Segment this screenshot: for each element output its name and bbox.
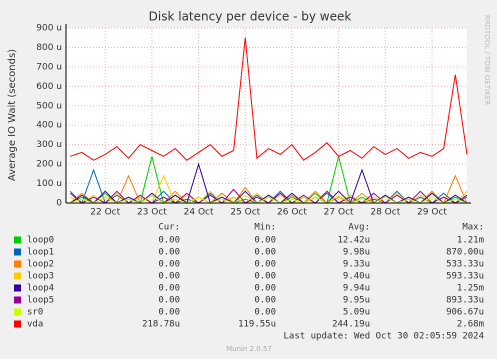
y-tick-label: 500 u bbox=[36, 101, 62, 111]
legend-swatch bbox=[14, 308, 21, 316]
legend-stat: 0.00 bbox=[158, 296, 180, 306]
legend-swatch bbox=[14, 272, 21, 280]
legend-stat: 9.94u bbox=[343, 284, 370, 294]
legend-stat: 0.00 bbox=[254, 308, 276, 318]
legend-stat: 0.00 bbox=[254, 248, 276, 258]
y-tick-label: 200 u bbox=[36, 160, 62, 170]
legend-stat: 0.00 bbox=[254, 236, 276, 246]
legend-stat: 0.00 bbox=[254, 260, 276, 270]
legend-header: Avg: bbox=[348, 223, 370, 233]
legend-header: Max: bbox=[462, 223, 484, 233]
legend-stat: 244.19u bbox=[332, 320, 370, 330]
last-update: Last update: Wed Oct 30 02:05:59 2024 bbox=[284, 332, 484, 342]
legend-stat: 0.00 bbox=[158, 272, 180, 282]
legend-swatch bbox=[14, 236, 21, 244]
y-tick-label: 800 u bbox=[36, 43, 62, 53]
y-tick-label: 600 u bbox=[36, 82, 62, 92]
legend-stat: 0.00 bbox=[158, 308, 180, 318]
y-tick-label: 100 u bbox=[36, 179, 62, 189]
legend-label: vda bbox=[27, 320, 43, 330]
y-tick-label: 300 u bbox=[36, 140, 62, 150]
legend-header: Cur: bbox=[158, 223, 180, 233]
y-tick-label: 400 u bbox=[36, 121, 62, 131]
legend-stat: 1.25m bbox=[457, 284, 484, 294]
legend-label: loop1 bbox=[27, 248, 54, 258]
legend-stat: 593.33u bbox=[446, 272, 484, 282]
legend-stat: 0.00 bbox=[254, 284, 276, 294]
x-tick-label: 25 Oct bbox=[230, 208, 260, 218]
legend-stat: 893.33u bbox=[446, 296, 484, 306]
legend-swatch bbox=[14, 320, 21, 328]
legend-header: Min: bbox=[254, 223, 276, 233]
legend-stat: 2.68m bbox=[457, 320, 484, 330]
legend-label: loop2 bbox=[27, 260, 54, 270]
legend-stat: 119.55u bbox=[238, 320, 276, 330]
legend-label: loop3 bbox=[27, 272, 54, 282]
legend-label: loop5 bbox=[27, 296, 54, 306]
side-text: RRDTOOL / TOBI OETIKER bbox=[483, 15, 491, 105]
legend-label: sr0 bbox=[27, 308, 43, 318]
legend-stat: 218.78u bbox=[142, 320, 180, 330]
legend-stat: 0.00 bbox=[158, 236, 180, 246]
legend-stat: 0.00 bbox=[254, 296, 276, 306]
x-tick-label: 22 Oct bbox=[90, 208, 120, 218]
y-tick-label: 700 u bbox=[36, 62, 62, 72]
legend-stat: 0.00 bbox=[158, 248, 180, 258]
legend-swatch bbox=[14, 260, 21, 268]
legend-stat: 0.00 bbox=[158, 284, 180, 294]
chart-title: Disk latency per device - by week bbox=[149, 10, 352, 24]
x-tick-label: 26 Oct bbox=[277, 208, 307, 218]
x-tick-label: 28 Oct bbox=[370, 208, 400, 218]
x-tick-label: 24 Oct bbox=[184, 208, 214, 218]
plot-area bbox=[66, 28, 467, 203]
legend-stat: 0.00 bbox=[158, 260, 180, 270]
legend-swatch bbox=[14, 296, 21, 304]
y-tick-label: 900 u bbox=[36, 24, 62, 34]
legend-stat: 9.33u bbox=[343, 260, 370, 270]
series-line bbox=[69, 162, 468, 204]
legend-stat: 870.00u bbox=[446, 248, 484, 258]
legend-swatch bbox=[14, 248, 21, 256]
legend-stat: 9.98u bbox=[343, 248, 370, 258]
legend-stat: 12.42u bbox=[337, 236, 370, 246]
x-tick-label: 29 Oct bbox=[417, 208, 447, 218]
x-tick-label: 23 Oct bbox=[137, 208, 167, 218]
legend-label: loop4 bbox=[27, 284, 54, 294]
legend-label: loop0 bbox=[27, 236, 54, 246]
legend-swatch bbox=[14, 284, 21, 292]
legend-stat: 5.09u bbox=[343, 308, 370, 318]
legend-stat: 533.33u bbox=[446, 260, 484, 270]
y-axis-label: Average IO Wait (seconds) bbox=[7, 49, 18, 181]
legend-stat: 9.95u bbox=[343, 296, 370, 306]
y-tick-label: 0 bbox=[56, 199, 62, 209]
x-tick-label: 27 Oct bbox=[324, 208, 354, 218]
legend-stat: 0.00 bbox=[254, 272, 276, 282]
legend-stat: 9.40u bbox=[343, 272, 370, 282]
legend-stat: 906.67u bbox=[446, 308, 484, 318]
series-line bbox=[70, 37, 468, 161]
footer: Munin 2.0.57 bbox=[226, 345, 272, 353]
legend-stat: 1.21m bbox=[457, 236, 484, 246]
series-line bbox=[70, 194, 468, 204]
